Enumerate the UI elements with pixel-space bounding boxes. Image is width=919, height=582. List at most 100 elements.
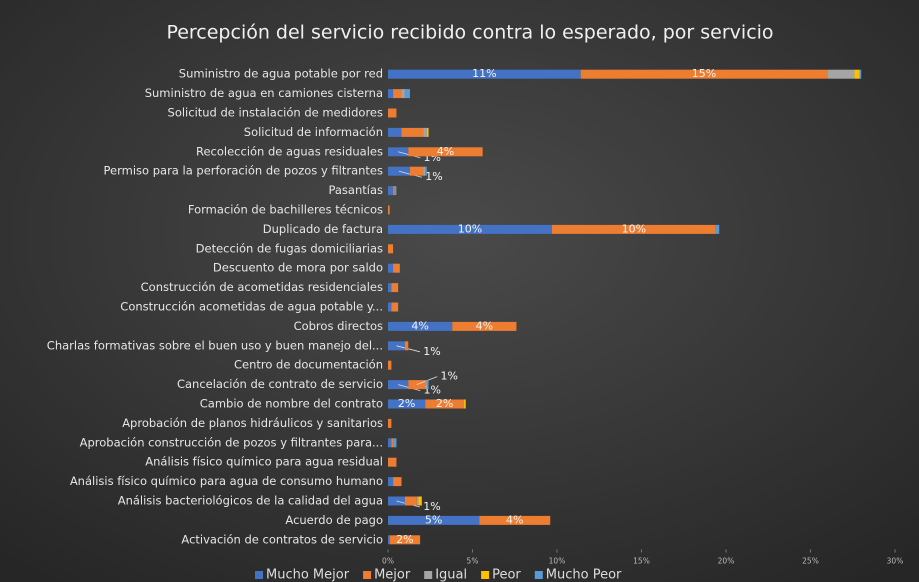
bar-segment	[388, 399, 426, 409]
bar-segment	[388, 535, 390, 545]
category-label: Suministro de agua en camiones cisterna	[145, 86, 383, 100]
bar-segment	[715, 224, 720, 234]
bar-segment	[388, 205, 390, 215]
data-label: 11%	[472, 67, 496, 80]
category-label: Suministro de agua potable por red	[179, 67, 383, 81]
bar-segment	[854, 69, 860, 79]
category-label: Duplicado de factura	[263, 222, 383, 236]
data-label: 10%	[458, 222, 482, 235]
category-label: Descuento de mora por saldo	[213, 261, 383, 275]
data-label: 4%	[437, 145, 454, 158]
data-label: 15%	[692, 67, 716, 80]
category-label: Centro de documentación	[234, 358, 383, 372]
x-tick-label: 0%	[382, 557, 394, 566]
bar-segment	[393, 263, 400, 273]
bar-segment	[388, 263, 394, 273]
bar-segment	[388, 69, 581, 79]
category-label: Charlas formativas sobre el buen uso y b…	[47, 338, 383, 352]
chart-title: Percepción del servicio recibido contra …	[166, 22, 773, 44]
bar-segment	[393, 186, 395, 196]
bar-segment	[388, 418, 392, 428]
legend-label: Mucho Mejor	[266, 568, 350, 582]
legend-swatch	[424, 571, 433, 579]
bar-segment	[423, 127, 427, 137]
bar-segment	[464, 399, 466, 409]
bar-segment	[391, 438, 394, 448]
bar-segment	[827, 69, 855, 79]
bar-segment	[388, 224, 552, 234]
bar-segment	[388, 360, 392, 370]
category-label: Aprobación construcción de pozos y filtr…	[80, 435, 383, 449]
bar-segment	[452, 321, 517, 331]
data-label: 2%	[398, 397, 415, 410]
bar-segment	[388, 321, 453, 331]
bar-segment	[388, 457, 397, 467]
bar-segment	[409, 166, 424, 176]
data-label: 4%	[506, 513, 523, 526]
bar-segment	[391, 283, 399, 293]
bar-segment	[426, 380, 429, 390]
category-label: Cancelación de contrato de servicio	[177, 377, 383, 391]
bar-segment	[388, 302, 392, 312]
data-label: 4%	[411, 319, 428, 332]
category-label: Detección de fugas domiciliarias	[196, 241, 383, 255]
data-label: 10%	[622, 222, 646, 235]
category-label: Construcción acometidas de agua potable …	[120, 300, 383, 314]
bar-segment	[418, 496, 422, 506]
x-tick-label: 25%	[802, 557, 819, 566]
legend-swatch	[481, 571, 490, 579]
bar-segment	[859, 69, 862, 79]
category-label: Permiso para la perforación de pozos y f…	[104, 164, 383, 178]
x-tick-label: 5%	[467, 557, 479, 566]
category-label: Análisis físico químico para agua de con…	[70, 474, 383, 488]
legend-label: Igual	[435, 568, 467, 582]
bar-segment	[393, 477, 402, 487]
category-label: Formación de bachilleres técnicos	[188, 203, 383, 217]
legend-label: Mucho Peor	[546, 568, 622, 582]
category-label: Cobros directos	[294, 319, 383, 333]
category-label: Aprobación de planos hidráulicos y sanit…	[122, 416, 383, 430]
legend-label: Mejor	[374, 568, 411, 582]
bar-segment	[393, 89, 402, 99]
bar-segment	[408, 380, 426, 390]
bar-segment	[388, 283, 392, 293]
bar-segment	[404, 496, 417, 506]
category-label: Solicitud de instalación de medidores	[168, 106, 383, 120]
category-label: Cambio de nombre del contrato	[200, 397, 383, 411]
data-label: 1%	[425, 170, 442, 183]
bar-segment	[388, 438, 392, 448]
bar-segment	[394, 186, 397, 196]
legend-swatch	[534, 571, 543, 579]
category-label: Pasantías	[328, 183, 383, 197]
category-label: Recolección de aguas residuales	[196, 144, 383, 158]
bar-segment	[388, 127, 402, 137]
bar-segment	[388, 186, 394, 196]
category-label: Construcción de acometidas residenciales	[141, 280, 383, 294]
x-tick-label: 10%	[549, 557, 566, 566]
bar-segment	[408, 147, 483, 157]
bar-segment	[388, 89, 394, 99]
bar-segment	[416, 496, 419, 506]
data-label: 5%	[425, 513, 442, 526]
bar-segment	[401, 127, 424, 137]
x-tick-label: 20%	[718, 557, 735, 566]
x-tick-label: 15%	[633, 557, 650, 566]
legend-label: Peor	[492, 568, 521, 582]
bar-segment	[580, 69, 828, 79]
bar-segment	[425, 399, 465, 409]
category-label: Solicitud de información	[244, 125, 383, 139]
bar-segment	[423, 166, 426, 176]
bar-segment	[404, 89, 410, 99]
legend-swatch	[255, 571, 263, 579]
bar-segment	[401, 89, 405, 99]
bar-segment	[425, 380, 427, 390]
bar-segment	[388, 108, 397, 118]
category-label: Acuerdo de pago	[285, 513, 383, 527]
data-label: 2%	[396, 533, 413, 546]
bar-segment	[479, 515, 551, 525]
data-label: 4%	[476, 319, 493, 332]
data-label: 1%	[440, 370, 457, 383]
bar-segment	[389, 535, 421, 545]
